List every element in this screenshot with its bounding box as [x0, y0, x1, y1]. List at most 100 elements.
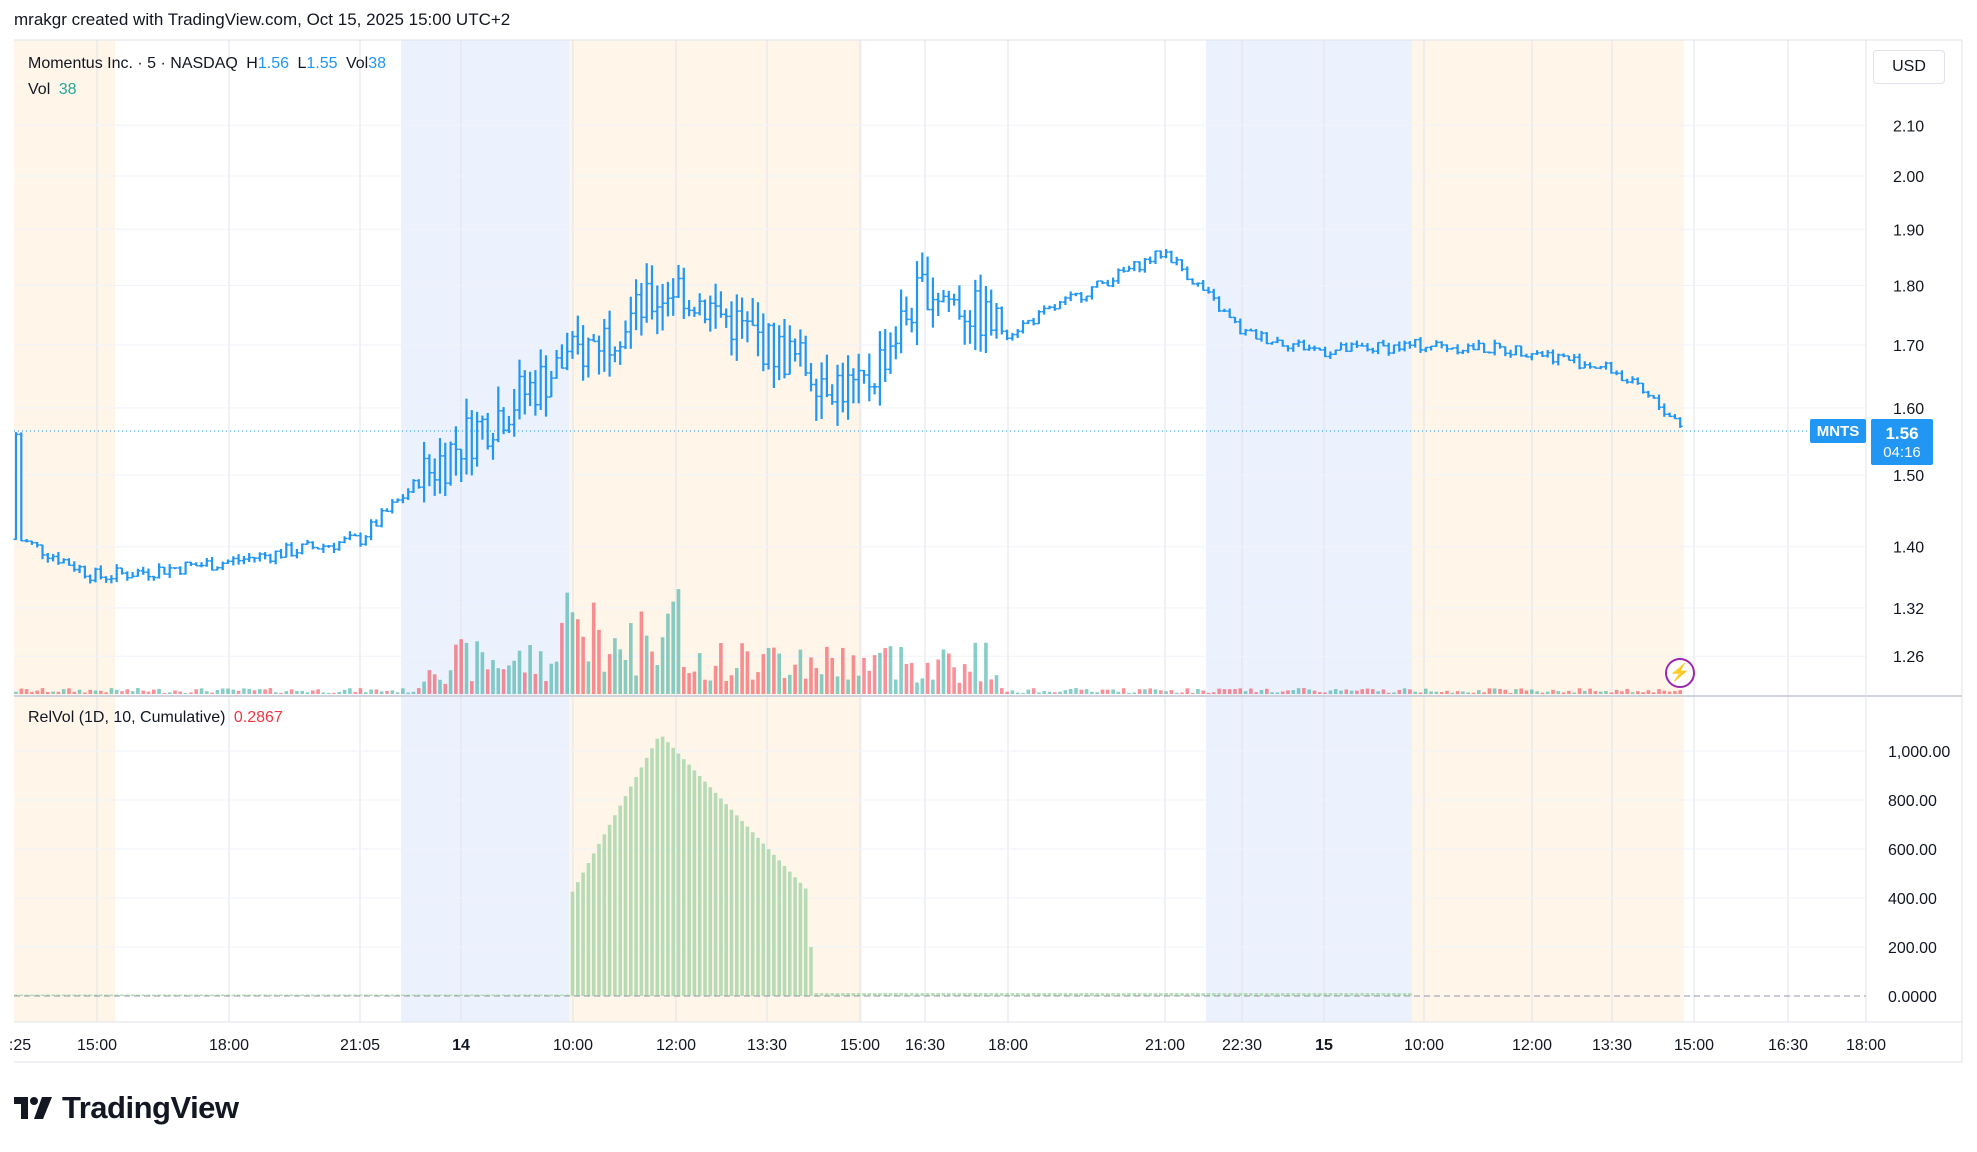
volume-bar — [1196, 688, 1200, 694]
volume-bar — [682, 666, 686, 694]
volume-bar — [1439, 692, 1444, 694]
volume-bar — [639, 611, 644, 694]
relvol-bar — [342, 994, 347, 996]
volume-bar — [1339, 690, 1343, 694]
relvol-label[interactable]: RelVol (1D, 10, Cumulative) — [28, 709, 226, 726]
relvol-bar — [894, 993, 898, 996]
volume-bar — [851, 655, 856, 694]
chart-header: mrakgr created with TradingView.com, Oct… — [14, 10, 511, 29]
volume-bar — [920, 678, 925, 694]
price-tick-label: 2.00 — [1893, 169, 1924, 186]
relvol-bar — [390, 994, 395, 996]
vol-label: Vol — [345, 55, 369, 72]
volume-bar — [538, 651, 543, 694]
volume-bar — [994, 675, 999, 694]
volume-bar — [798, 649, 803, 694]
relvol-bar — [989, 993, 993, 996]
volume-bar — [24, 689, 29, 694]
volume-bar — [1662, 690, 1667, 694]
relvol-bar — [30, 994, 34, 996]
currency-button[interactable]: USD — [1873, 50, 1945, 84]
volume-bar — [772, 647, 776, 694]
relvol-bar — [1249, 993, 1253, 996]
relvol-bar — [644, 757, 649, 996]
volume-bar — [883, 648, 887, 694]
relvol-bar — [1280, 993, 1285, 996]
relvol-bar — [406, 994, 410, 996]
relvol-bar — [67, 994, 71, 996]
volume-bar — [931, 679, 935, 694]
volume-bar — [83, 692, 87, 694]
relvol-bar — [1318, 993, 1322, 996]
volume-bar — [1000, 688, 1004, 694]
volume-bar — [205, 691, 209, 694]
relvol-bar — [348, 994, 352, 996]
relvol-bar — [528, 994, 532, 996]
relvol-bar — [962, 993, 967, 996]
volume-bar — [1280, 691, 1285, 694]
relvol-bar — [708, 787, 713, 996]
lightning-icon[interactable]: ⚡ — [1665, 658, 1695, 688]
relvol-bar — [56, 994, 61, 996]
volume-bar — [507, 665, 511, 694]
volume-bar — [40, 688, 45, 694]
volume-bar — [1551, 689, 1555, 694]
tradingview-logo[interactable]: TradingView — [14, 1090, 239, 1126]
relvol-bar — [846, 993, 850, 996]
relvol-bar — [1010, 993, 1015, 996]
relvol-bar — [1360, 993, 1364, 996]
relvol-bar — [19, 994, 24, 996]
volume-bar — [220, 688, 225, 694]
volume-bar — [1514, 689, 1518, 694]
relvol-bar — [1386, 993, 1391, 996]
volume-bar — [470, 681, 474, 694]
volume-bar — [1042, 691, 1046, 694]
relvol-bar — [851, 993, 856, 996]
relvol-bar — [401, 994, 405, 996]
symbol-title[interactable]: Momentus Inc. · 5 · NASDAQ — [28, 55, 238, 72]
volume-bar — [114, 689, 119, 694]
relvol-bar — [332, 994, 336, 996]
relvol-bar — [994, 993, 999, 996]
relvol-bar — [167, 994, 172, 996]
volume-bar — [1153, 689, 1158, 694]
volume-bar — [1116, 691, 1121, 694]
time-axis[interactable]: :25 15:00 18:00 21:05 14 10:00 12:00 13:30 15:00… — [9, 1037, 1886, 1054]
relvol-bar — [321, 994, 326, 996]
volume-bar — [745, 651, 750, 694]
high-value: 1.56 — [257, 55, 289, 72]
volume-bar — [1545, 691, 1550, 694]
price-axis[interactable]: 2.10 2.00 1.90 1.80 1.70 1.60 1.50 1.40 1.32 1.26 — [1893, 118, 1924, 666]
volume-bar — [1227, 689, 1232, 694]
volume-bar — [1344, 689, 1349, 694]
relvol-bar — [194, 994, 198, 996]
volume-bar — [1434, 691, 1439, 694]
volume-bar — [1636, 691, 1640, 694]
relvol-bar — [538, 994, 543, 996]
relvol-bar — [1121, 993, 1126, 996]
volume-bar — [576, 619, 580, 694]
volume-bar — [1106, 689, 1110, 694]
relvol-bar — [162, 994, 167, 996]
relvol-bar — [220, 994, 225, 996]
relvol-bar — [703, 781, 707, 996]
volume-bar — [581, 636, 585, 694]
volume-bar — [1355, 690, 1359, 694]
volume-bar — [1651, 692, 1656, 694]
relvol-bar — [130, 994, 135, 996]
volume-bar — [305, 692, 310, 694]
volume-bar — [279, 692, 283, 694]
volume-bar — [1095, 692, 1099, 694]
volume-bar — [406, 692, 410, 694]
volume-bar — [1296, 688, 1301, 694]
volume-bar — [1270, 692, 1274, 694]
volume-bar — [1386, 692, 1391, 694]
volume-bar — [130, 691, 135, 694]
relvol-axis[interactable]: 1,000.00 800.00 600.00 400.00 200.00 0.0000 — [1888, 744, 1950, 1006]
relvol-bar — [46, 994, 50, 996]
relvol-bar — [798, 882, 803, 996]
relvol-bar — [1116, 993, 1121, 996]
volume-bar — [77, 689, 82, 694]
volume-bar — [1047, 691, 1052, 694]
